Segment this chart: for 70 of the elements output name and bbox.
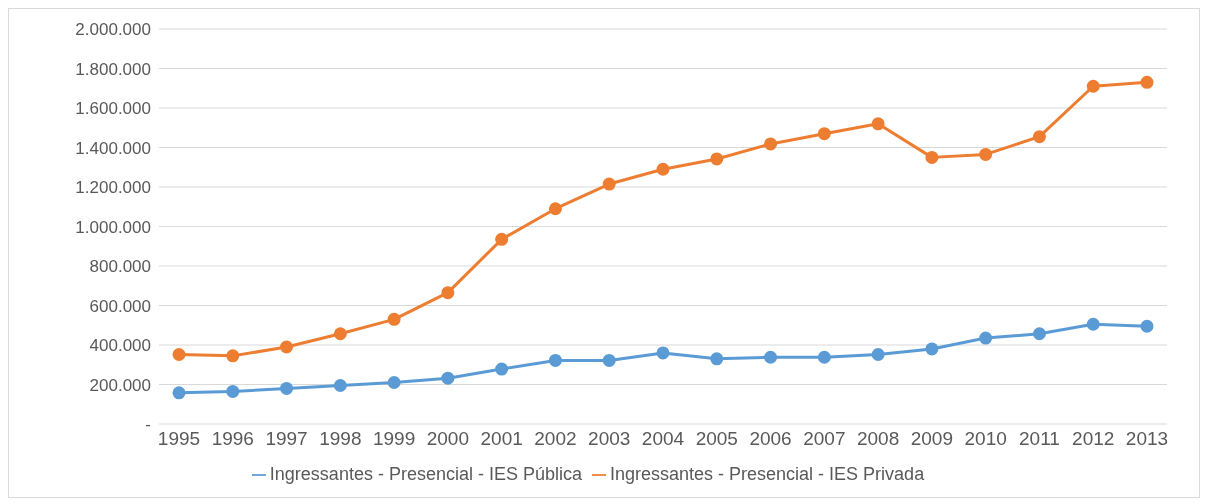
point xyxy=(1086,79,1100,93)
point xyxy=(1140,75,1154,89)
point xyxy=(172,347,186,361)
y-tick-label: 2.000.000 xyxy=(75,20,151,40)
point xyxy=(764,350,778,364)
point xyxy=(548,353,562,367)
point xyxy=(925,150,939,164)
point xyxy=(280,381,294,395)
y-tick-label: 1.000.000 xyxy=(75,217,151,237)
point xyxy=(280,340,294,354)
point xyxy=(925,342,939,356)
x-tick-label: 2005 xyxy=(695,428,738,450)
legend-label: Ingressantes - Presencial - IES Privada xyxy=(610,464,925,484)
point xyxy=(979,147,993,161)
y-tick-label: 1.400.000 xyxy=(75,138,151,158)
y-tick-label: 1.600.000 xyxy=(75,99,151,119)
point xyxy=(495,362,509,376)
y-tick-label: 600.000 xyxy=(89,296,151,316)
point xyxy=(602,353,616,367)
point xyxy=(441,286,455,300)
point xyxy=(226,384,240,398)
point xyxy=(1032,327,1046,341)
point xyxy=(764,137,778,151)
point xyxy=(656,162,670,176)
y-tick-label: 1.200.000 xyxy=(75,178,151,198)
x-tick-label: 2012 xyxy=(1072,428,1115,450)
point xyxy=(1032,130,1046,144)
x-tick-label: 1995 xyxy=(157,428,201,450)
point xyxy=(871,117,885,131)
point xyxy=(1140,319,1154,333)
point xyxy=(495,232,509,246)
x-tick-label: 2002 xyxy=(534,428,577,450)
y-tick-label: 200.000 xyxy=(89,375,151,395)
y-tick-label: 800.000 xyxy=(89,257,151,277)
legend-label: Ingressantes - Presencial - IES Pública xyxy=(269,464,582,484)
y-tick-label: - xyxy=(145,415,151,435)
point xyxy=(441,371,455,385)
x-tick-label: 2003 xyxy=(588,428,631,450)
y-tick-label: 400.000 xyxy=(89,336,151,356)
point xyxy=(602,177,616,191)
point xyxy=(548,202,562,216)
x-tick-label: 2000 xyxy=(426,428,470,450)
point xyxy=(1086,317,1100,331)
point xyxy=(387,376,401,390)
point xyxy=(710,352,724,366)
point xyxy=(979,331,993,345)
x-tick-label: 2010 xyxy=(964,428,1007,450)
y-tick-label: 1.800.000 xyxy=(75,59,151,79)
x-tick-label: 2004 xyxy=(641,428,685,450)
x-tick-label: 2001 xyxy=(480,428,523,450)
x-tick-label: 2013 xyxy=(1125,428,1169,450)
x-tick-label: 1999 xyxy=(372,428,416,450)
x-tick-label: 1997 xyxy=(265,428,308,450)
point xyxy=(333,378,347,392)
point xyxy=(871,347,885,361)
point xyxy=(710,152,724,166)
point xyxy=(817,350,831,364)
point xyxy=(387,312,401,326)
x-tick-label: 1996 xyxy=(211,428,254,450)
x-tick-label: 1998 xyxy=(319,428,362,450)
point xyxy=(817,127,831,141)
point xyxy=(172,386,186,400)
point xyxy=(226,349,240,363)
x-tick-label: 2011 xyxy=(1019,428,1060,450)
x-tick-label: 2006 xyxy=(749,428,792,450)
x-tick-label: 2009 xyxy=(910,428,954,450)
point xyxy=(333,327,347,341)
x-tick-label: 2008 xyxy=(856,428,900,450)
point xyxy=(656,346,670,360)
x-tick-label: 2007 xyxy=(803,428,846,450)
